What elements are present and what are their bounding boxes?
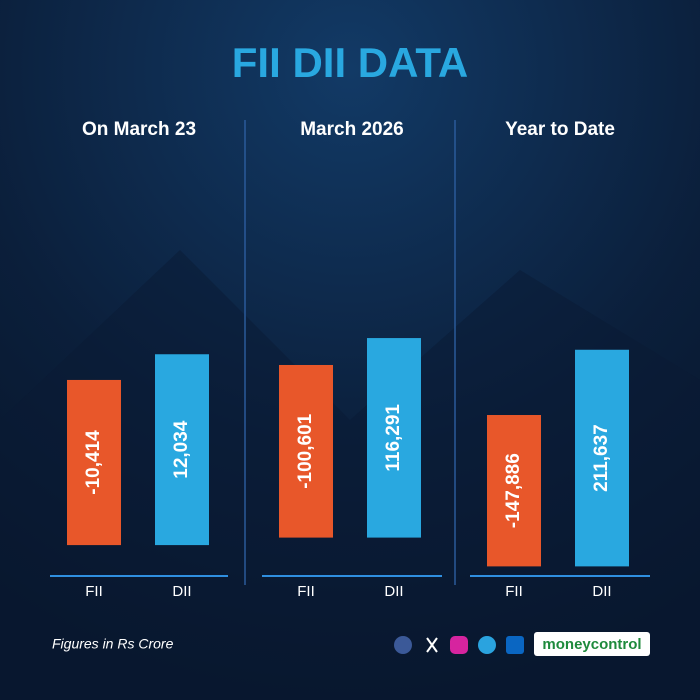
brand-logo: moneycontrol xyxy=(542,636,641,653)
x-tick-label: FII xyxy=(505,583,523,600)
bar xyxy=(367,338,421,538)
x-tick-label: FII xyxy=(297,583,315,600)
brand-box xyxy=(534,632,650,656)
bar xyxy=(487,415,541,567)
panel-title: March 2026 xyxy=(300,119,404,140)
value-label: 12,034 xyxy=(171,420,192,479)
social-icons xyxy=(394,636,524,654)
footnote: Figures in Rs Crore xyxy=(52,636,174,652)
x-icon[interactable] xyxy=(426,637,438,653)
instagram-icon[interactable] xyxy=(450,636,468,654)
x-tick-label: DII xyxy=(592,583,611,600)
bar xyxy=(155,354,209,546)
bar xyxy=(67,379,121,546)
panel-title: On March 23 xyxy=(82,119,196,140)
bar xyxy=(575,349,629,567)
panel-title: Year to Date xyxy=(505,119,615,140)
value-label: 211,637 xyxy=(591,424,612,492)
x-tick-label: DII xyxy=(172,583,191,600)
main-title: FII DII DATA xyxy=(232,39,468,86)
facebook-icon[interactable] xyxy=(394,636,412,654)
x-tick-label: DII xyxy=(384,583,403,600)
value-label: 116,291 xyxy=(383,404,404,472)
linkedin-icon[interactable] xyxy=(506,636,524,654)
value-label: -10,414 xyxy=(83,430,104,495)
x-tick-label: FII xyxy=(85,583,103,600)
value-label: -100,601 xyxy=(295,413,316,488)
bar xyxy=(279,364,333,538)
value-label: -147,886 xyxy=(503,453,524,528)
telegram-icon[interactable] xyxy=(478,636,496,654)
